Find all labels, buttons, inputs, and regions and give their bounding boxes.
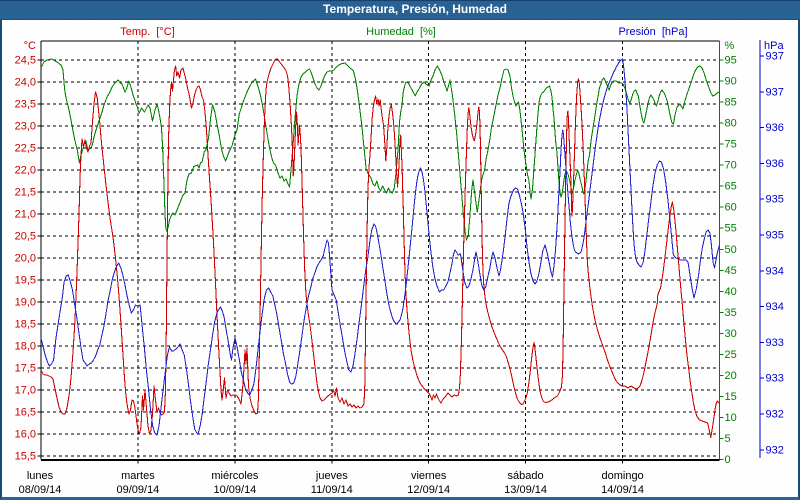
svg-text:viernes: viernes: [411, 470, 447, 482]
svg-text:933: 933: [766, 373, 784, 385]
svg-text:45: 45: [725, 265, 737, 277]
svg-text:937: 937: [766, 51, 784, 63]
svg-text:20,0: 20,0: [15, 253, 36, 265]
svg-text:24,5: 24,5: [15, 55, 36, 67]
svg-text:10/09/14: 10/09/14: [213, 484, 256, 496]
svg-text:935: 935: [766, 194, 784, 206]
svg-text:%: %: [725, 40, 735, 52]
svg-text:0: 0: [725, 454, 731, 466]
svg-text:24,0: 24,0: [15, 77, 36, 89]
svg-text:17,5: 17,5: [15, 363, 36, 375]
svg-text:90: 90: [725, 76, 737, 88]
svg-text:19,5: 19,5: [15, 275, 36, 287]
svg-text:60: 60: [725, 202, 737, 214]
svg-text:martes: martes: [121, 470, 155, 482]
svg-text:14/09/14: 14/09/14: [601, 484, 644, 496]
svg-text:lunes: lunes: [27, 470, 54, 482]
svg-text:20: 20: [725, 370, 737, 382]
svg-text:25: 25: [725, 349, 737, 361]
svg-text:21,5: 21,5: [15, 187, 36, 199]
svg-text:08/09/14: 08/09/14: [19, 484, 62, 496]
svg-text:domingo: domingo: [601, 470, 643, 482]
svg-text:Presión [hPa]: Presión [hPa]: [618, 26, 687, 38]
svg-text:22,0: 22,0: [15, 165, 36, 177]
svg-text:16,0: 16,0: [15, 429, 36, 441]
svg-text:934: 934: [766, 265, 784, 277]
svg-text:23,5: 23,5: [15, 99, 36, 111]
svg-text:23,0: 23,0: [15, 121, 36, 133]
svg-text:°C: °C: [24, 40, 36, 52]
svg-text:21,0: 21,0: [15, 209, 36, 221]
svg-text:hPa: hPa: [764, 40, 784, 52]
svg-text:70: 70: [725, 160, 737, 172]
svg-text:85: 85: [725, 97, 737, 109]
svg-text:932: 932: [766, 409, 784, 421]
svg-text:miércoles: miércoles: [211, 470, 259, 482]
svg-text:15: 15: [725, 391, 737, 403]
svg-text:13/09/14: 13/09/14: [504, 484, 547, 496]
svg-text:15,5: 15,5: [15, 451, 36, 463]
svg-text:933: 933: [766, 337, 784, 349]
svg-text:40: 40: [725, 286, 737, 298]
svg-text:Humedad [%]: Humedad [%]: [366, 26, 436, 38]
svg-text:18,5: 18,5: [15, 319, 36, 331]
svg-text:937: 937: [766, 86, 784, 98]
svg-text:934: 934: [766, 301, 784, 313]
svg-text:936: 936: [766, 122, 784, 134]
svg-text:65: 65: [725, 181, 737, 193]
svg-text:20,5: 20,5: [15, 231, 36, 243]
svg-text:11/09/14: 11/09/14: [311, 484, 353, 496]
svg-text:09/09/14: 09/09/14: [116, 484, 159, 496]
svg-text:935: 935: [766, 230, 784, 242]
svg-text:30: 30: [725, 328, 737, 340]
svg-text:75: 75: [725, 139, 737, 151]
svg-text:17,0: 17,0: [15, 385, 36, 397]
svg-text:95: 95: [725, 55, 737, 67]
svg-text:16,5: 16,5: [15, 407, 36, 419]
svg-text:19,0: 19,0: [15, 297, 36, 309]
svg-text:jueves: jueves: [315, 470, 348, 482]
svg-text:Temp. [°C]: Temp. [°C]: [120, 26, 175, 38]
svg-text:936: 936: [766, 158, 784, 170]
svg-text:22,5: 22,5: [15, 143, 36, 155]
svg-text:12/09/14: 12/09/14: [407, 484, 450, 496]
svg-text:10: 10: [725, 412, 737, 424]
svg-text:50: 50: [725, 244, 737, 256]
svg-text:18,0: 18,0: [15, 341, 36, 353]
svg-text:35: 35: [725, 307, 737, 319]
svg-text:55: 55: [725, 223, 737, 235]
svg-text:80: 80: [725, 118, 737, 130]
svg-text:5: 5: [725, 433, 731, 445]
svg-text:sábado: sábado: [508, 470, 544, 482]
svg-text:932: 932: [766, 444, 784, 456]
